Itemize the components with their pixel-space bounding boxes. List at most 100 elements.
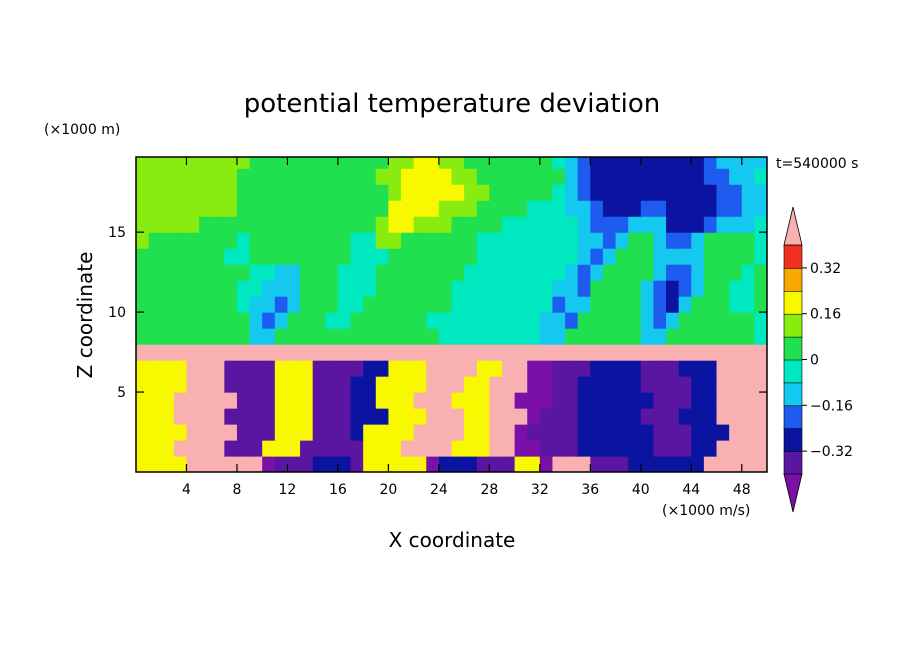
- field-cell: [312, 168, 326, 185]
- field-cell: [161, 232, 175, 249]
- field-cell: [401, 216, 415, 233]
- colorbar: 0.32 0.16 0 −0.16 −0.32: [783, 206, 853, 513]
- field-cell: [501, 200, 516, 217]
- field-cell: [224, 216, 238, 233]
- field-cell: [602, 248, 617, 265]
- field-cell: [363, 360, 377, 377]
- field-cell: [476, 296, 490, 313]
- field-cell: [527, 456, 541, 472]
- field-cell: [577, 376, 591, 393]
- field-cell: [741, 376, 755, 393]
- field-cell: [754, 392, 767, 409]
- field-cell: [262, 200, 276, 217]
- field-cell: [716, 456, 730, 472]
- field-cell: [489, 456, 503, 472]
- field-cell: [325, 296, 339, 313]
- field-cell: [438, 440, 453, 457]
- field-cell: [691, 280, 705, 297]
- field-cell: [161, 264, 175, 281]
- field-cell: [691, 168, 705, 185]
- field-cell: [236, 456, 251, 472]
- field-cell: [501, 456, 516, 472]
- colorbar-segment: [783, 382, 803, 407]
- field-cell: [729, 216, 743, 233]
- field-cell: [236, 157, 251, 169]
- field-cell: [476, 392, 490, 409]
- field-cell: [476, 456, 490, 472]
- field-cell: [590, 344, 604, 361]
- field-cell: [186, 168, 200, 185]
- field-cell: [501, 168, 516, 185]
- field-cell: [337, 296, 352, 313]
- field-cell: [199, 360, 213, 377]
- field-cell: [375, 216, 389, 233]
- field-cell: [312, 232, 326, 249]
- field-cell: [350, 280, 364, 297]
- field-cell: [388, 312, 402, 329]
- field-cell: [224, 376, 238, 393]
- field-cell: [337, 216, 352, 233]
- field-cell: [236, 184, 251, 201]
- field-cell: [325, 184, 339, 201]
- field-cell: [754, 184, 767, 201]
- field-cell: [703, 248, 718, 265]
- field-cell: [691, 232, 705, 249]
- field-cell: [754, 440, 767, 457]
- field-cell: [590, 408, 604, 425]
- field-cell: [691, 216, 705, 233]
- field-cell: [426, 456, 440, 472]
- field-cell: [249, 360, 263, 377]
- field-cell: [136, 157, 150, 169]
- field-cell: [754, 424, 767, 441]
- field-cell: [489, 440, 503, 457]
- field-cell: [337, 392, 352, 409]
- field-cell: [199, 456, 213, 472]
- field-cell: [666, 200, 680, 217]
- field-cell: [312, 440, 326, 457]
- field-cell: [287, 376, 301, 393]
- field-cell: [426, 392, 440, 409]
- field-cell: [666, 248, 680, 265]
- field-cell: [590, 296, 604, 313]
- field-cell: [211, 280, 225, 297]
- field-cell: [350, 200, 364, 217]
- field-cell: [224, 200, 238, 217]
- field-cell: [337, 344, 352, 361]
- field-cell: [615, 232, 629, 249]
- field-cell: [161, 328, 175, 345]
- field-cell: [262, 312, 276, 329]
- field-cell: [274, 216, 289, 233]
- field-cell: [287, 456, 301, 472]
- field-cell: [136, 248, 150, 265]
- field-cell: [514, 344, 528, 361]
- field-cell: [438, 408, 453, 425]
- field-cell: [552, 248, 566, 265]
- field-cell: [489, 232, 503, 249]
- field-cell: [249, 312, 263, 329]
- field-cell: [615, 360, 629, 377]
- field-cell: [438, 456, 453, 472]
- field-cell: [274, 408, 289, 425]
- field-cell: [413, 344, 427, 361]
- field-cell: [565, 344, 579, 361]
- field-cell: [489, 392, 503, 409]
- x-unit-label: (×1000 m/s): [662, 503, 750, 519]
- field-cell: [325, 248, 339, 265]
- field-cell: [615, 280, 629, 297]
- field-cell: [388, 424, 402, 441]
- field-cell: [300, 280, 314, 297]
- field-cell: [426, 328, 440, 345]
- field-cell: [401, 360, 415, 377]
- field-cell: [527, 168, 541, 185]
- field-cell: [666, 440, 680, 457]
- field-cell: [363, 392, 377, 409]
- field-cell: [236, 344, 251, 361]
- field-cell: [691, 360, 705, 377]
- field-cell: [211, 264, 225, 281]
- field-cell: [464, 440, 478, 457]
- field-cell: [350, 440, 364, 457]
- field-cell: [653, 200, 667, 217]
- field-cell: [501, 232, 516, 249]
- x-tick-label: 16: [329, 482, 347, 498]
- field-cell: [388, 360, 402, 377]
